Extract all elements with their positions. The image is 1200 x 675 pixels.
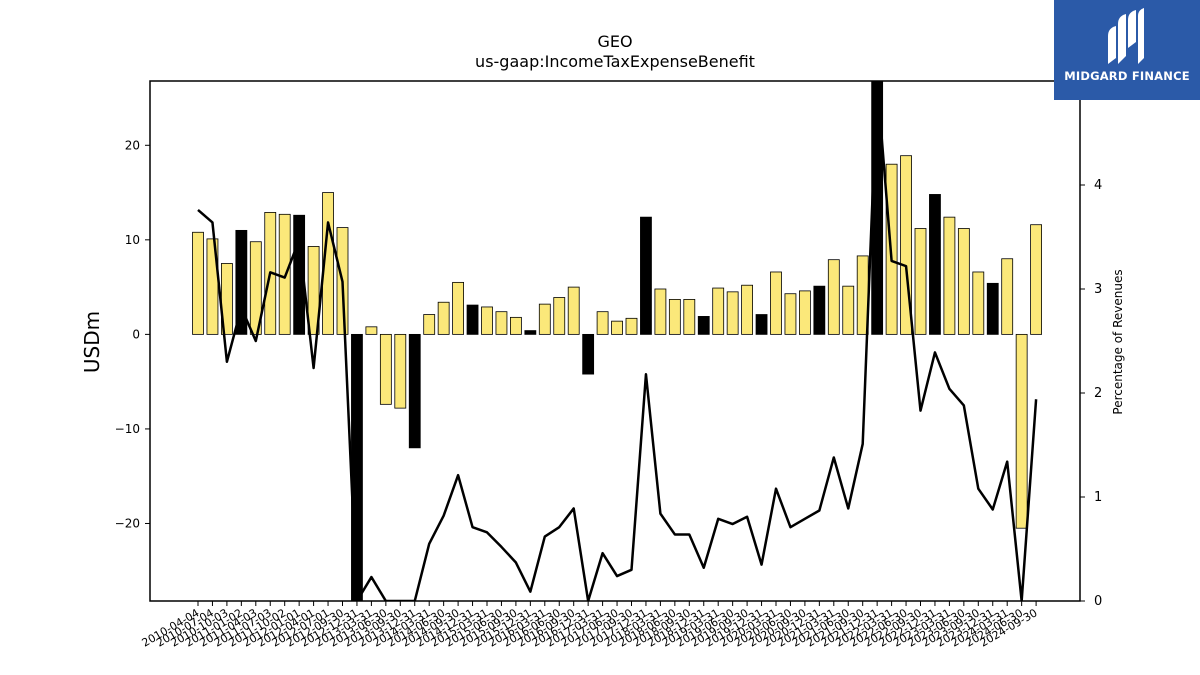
bar	[654, 288, 667, 335]
logo-mark-icon	[1108, 8, 1144, 64]
logo: MIDGARD FINANCE	[1054, 0, 1200, 100]
bar	[235, 229, 248, 335]
y-tick-label: −20	[115, 516, 140, 530]
bar	[307, 246, 320, 335]
bar	[1030, 224, 1042, 335]
y-tick-label: 20	[125, 138, 140, 152]
bar	[365, 326, 378, 335]
bar	[640, 216, 652, 335]
y2-tick-label: 1	[1094, 490, 1102, 505]
bar	[553, 297, 566, 335]
bar	[1015, 333, 1028, 529]
bar	[668, 298, 681, 335]
y-tick-label: −10	[115, 422, 140, 436]
bar	[986, 282, 999, 335]
bar	[192, 231, 204, 335]
bar	[293, 214, 306, 335]
bar	[567, 286, 580, 335]
bar	[842, 285, 855, 335]
bar	[249, 241, 262, 335]
bar	[755, 314, 768, 335]
y2-axis-label: Percentage of Revenues	[1111, 269, 1125, 415]
bar	[784, 293, 797, 335]
bar	[741, 284, 753, 335]
series-line	[197, 81, 1038, 601]
bar	[408, 333, 421, 449]
logo-text: MIDGARD FINANCE	[1064, 69, 1190, 83]
bar	[351, 333, 363, 601]
y2-tick-label: 2	[1094, 386, 1102, 401]
bar	[972, 271, 985, 335]
bar	[379, 333, 392, 405]
plot-frame	[149, 80, 1081, 602]
bar	[683, 298, 696, 335]
bar	[596, 311, 609, 335]
bar	[943, 216, 956, 335]
y2-tick-label: 0	[1094, 594, 1102, 609]
bar	[625, 317, 638, 335]
bar	[481, 306, 493, 335]
y2-tick-label: 3	[1094, 282, 1102, 297]
bar	[813, 285, 826, 335]
bar	[697, 316, 710, 335]
y-tick-label: 10	[125, 233, 140, 247]
bar	[799, 290, 811, 335]
bar	[611, 320, 623, 335]
bar	[712, 287, 725, 335]
y-axis-label: USDm	[80, 310, 104, 374]
bar	[726, 291, 739, 335]
bar	[423, 314, 436, 335]
y2-tick-label: 4	[1094, 178, 1102, 193]
y-tick-label: 0	[132, 327, 140, 341]
bar	[509, 316, 522, 335]
chart-subtitle: us-gaap:IncomeTaxExpenseBenefit	[475, 52, 755, 71]
bar	[524, 330, 537, 335]
bar	[929, 194, 941, 335]
bar	[394, 333, 407, 409]
bar	[452, 281, 465, 335]
bar	[322, 192, 334, 335]
bar	[1001, 258, 1014, 335]
bar	[538, 303, 551, 335]
bar	[466, 304, 479, 335]
bar	[827, 259, 840, 335]
bar	[770, 271, 782, 335]
bar	[914, 228, 927, 335]
bar	[582, 333, 595, 375]
chart-title: GEO	[597, 32, 633, 51]
bar	[495, 311, 508, 335]
bar	[957, 228, 970, 335]
bar	[900, 155, 912, 335]
bar	[437, 301, 450, 335]
